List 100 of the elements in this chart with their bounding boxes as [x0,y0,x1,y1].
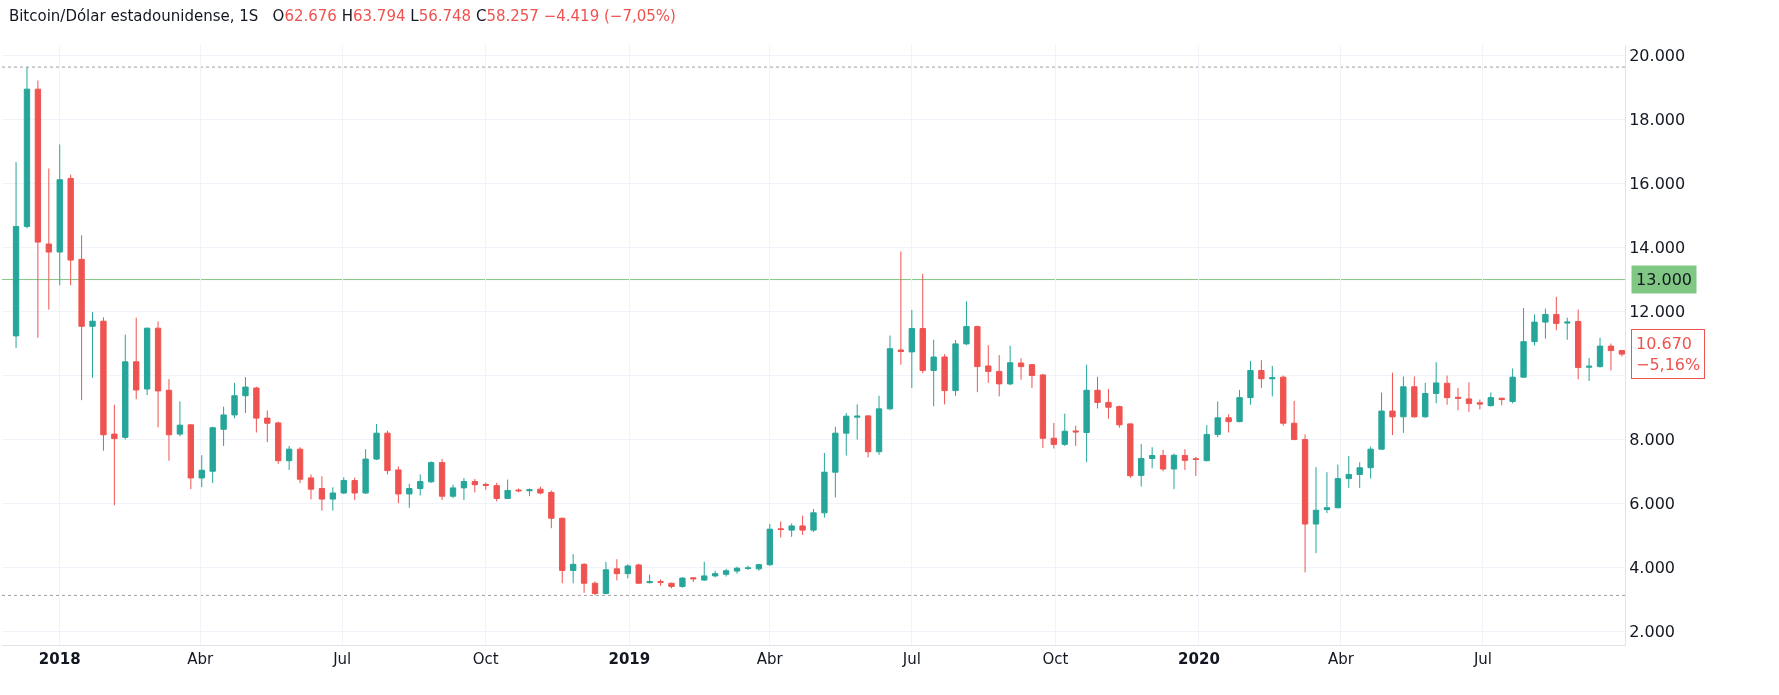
y-tick-label: 20.000 [1629,46,1686,66]
candlestick [1367,446,1374,480]
candlestick [438,458,446,501]
candlestick [701,561,708,582]
candlestick [198,454,205,488]
candlestick [1553,296,1560,331]
x-tick-label: 2018 [38,650,81,668]
x-tick-label: Oct [472,650,499,668]
candlestick [908,309,915,389]
candlestick [526,488,533,497]
candlestick [1443,375,1451,406]
candlestick [1411,376,1418,419]
candlestick [679,576,686,589]
candlestick [515,488,522,493]
x-tick-label: 2020 [1178,650,1220,668]
y-tick-label: 16.000 [1629,174,1686,194]
candlestick [1170,453,1178,490]
candlestick [1607,343,1615,371]
candlestick [1039,373,1047,449]
candlestick [1072,425,1079,447]
candlestick [788,522,795,538]
candlestick [23,66,31,229]
candlestick [1596,337,1604,369]
ref-line-label: 13.000 [1636,270,1692,289]
candlestick [963,300,970,346]
candlestick [668,582,675,589]
candlestick [1520,307,1527,379]
candlestick [427,460,435,484]
candlestick [580,562,588,594]
candlestick [100,316,107,452]
candlestick [1454,387,1462,411]
candlestick [460,477,468,501]
candlestick [1498,397,1505,406]
candlestick [351,477,358,501]
candlestick [733,566,741,575]
candlestick [810,508,817,533]
candlestick [187,423,195,490]
candlestick [1290,400,1298,441]
candlestick [285,445,293,471]
y-tick-label: 8.000 [1629,430,1676,450]
candlestick [1487,392,1494,408]
candlestick [67,174,74,286]
candlestick [165,378,173,462]
candlestick [1531,313,1538,346]
candlestick [712,570,719,578]
candlestick [569,553,577,584]
candlestick [1400,376,1407,434]
candlestick [373,423,380,461]
candlestick [974,325,981,393]
candlestick [646,574,653,585]
y-tick-label: 6.000 [1629,494,1676,514]
candlestick [1116,405,1123,429]
candlestick [154,320,162,428]
candlestick [1301,433,1309,573]
candlestick [1083,364,1090,463]
x-tick-label: Jul [332,650,352,668]
candlestick [952,339,959,397]
candlestick [1006,345,1014,386]
x-tick-label: Jul [1472,650,1493,668]
candlestick [766,523,773,567]
candlestick [930,339,937,407]
candlestick [591,580,599,596]
candlestick [875,395,883,456]
candlestick [111,404,118,506]
candlestick [253,386,260,434]
candlestick [78,234,85,401]
candlestick [264,409,271,443]
candlestick [1061,413,1068,447]
candlestick [34,80,42,339]
candlestick [832,426,839,498]
candlestick [985,344,992,384]
candlestick [1138,443,1145,488]
candlestick [1465,381,1473,413]
x-tick-label: Abr [1328,650,1355,668]
candlestick [1094,376,1101,410]
x-tick-label: Abr [756,650,784,668]
candlestick [1422,382,1429,419]
x-tick-label: 2019 [608,650,651,668]
candlestick [417,473,424,497]
y-tick-label: 2.000 [1629,622,1676,642]
candlestick [1378,392,1385,451]
candlestick [722,568,730,578]
candlestick [1225,413,1232,434]
candlestick [384,430,391,475]
chart-title: Bitcoin/Dólar estadounidense, 1S [8,6,259,25]
candlestick [897,250,905,366]
candlestick [1564,317,1571,341]
candlestick [1028,363,1036,389]
candlestick [1280,375,1287,427]
candlestick [242,376,249,414]
candlestick [395,465,402,504]
candlestick [209,426,216,484]
candlestick [1618,349,1625,357]
candlestick [821,452,828,519]
candlestick [1050,422,1058,450]
candlestick [1334,464,1342,509]
candlestick [1214,400,1221,438]
candlestick [886,335,894,411]
x-tick-label: Oct [1042,650,1069,668]
text: O62.676 H63.794 L56.748 C58.257 −4.419 (−7,05%) [272,6,676,25]
